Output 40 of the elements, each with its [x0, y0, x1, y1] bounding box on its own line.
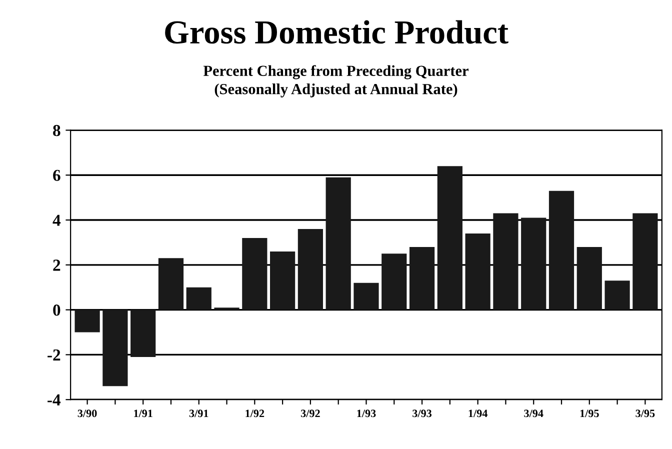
x-tick-label: 1/92 [246, 410, 264, 418]
bar [382, 254, 407, 310]
bar [465, 233, 490, 310]
bar [632, 213, 658, 310]
y-tick-label: 0 [53, 304, 60, 316]
y-tick-label: -2 [48, 349, 60, 360]
bar [604, 280, 630, 310]
x-tick-label: 1/94 [468, 410, 488, 418]
x-tick-label: 1/91 [134, 410, 152, 418]
bar [102, 310, 128, 386]
x-tick-label: 1/93 [357, 410, 376, 418]
bar [158, 258, 184, 310]
x-tick-label: 3/91 [189, 410, 208, 418]
y-tick-label: 2 [53, 260, 60, 271]
x-tick-label: 3/90 [78, 410, 97, 418]
y-tick-label: 8 [53, 124, 60, 136]
x-tick-label: 3/93 [412, 410, 432, 418]
bar [242, 238, 268, 310]
x-tick-label: 3/92 [300, 410, 320, 418]
bar [74, 310, 100, 332]
bar [354, 282, 379, 310]
bar [326, 177, 351, 310]
chart-subtitle: Percent Change from Preceding Quarter (Seasonally Adjusted at Annual Rate) [203, 65, 468, 98]
bar [493, 213, 518, 310]
y-tick-label: -4 [48, 394, 61, 406]
bar [437, 166, 462, 310]
x-tick-label: 3/95 [636, 410, 655, 418]
x-tick-label: 3/94 [524, 410, 544, 418]
bar [186, 287, 212, 310]
y-tick-label: 6 [53, 170, 60, 182]
bar [130, 310, 156, 357]
bar [576, 246, 602, 310]
chart-title: Gross Domestic Product [165, 20, 508, 44]
y-tick-label: 4 [52, 214, 61, 226]
bar [548, 190, 574, 310]
x-tick-label: 1/95 [580, 410, 599, 418]
bar [409, 246, 435, 310]
bar [270, 251, 296, 310]
bar [298, 228, 324, 310]
bar [521, 218, 546, 310]
